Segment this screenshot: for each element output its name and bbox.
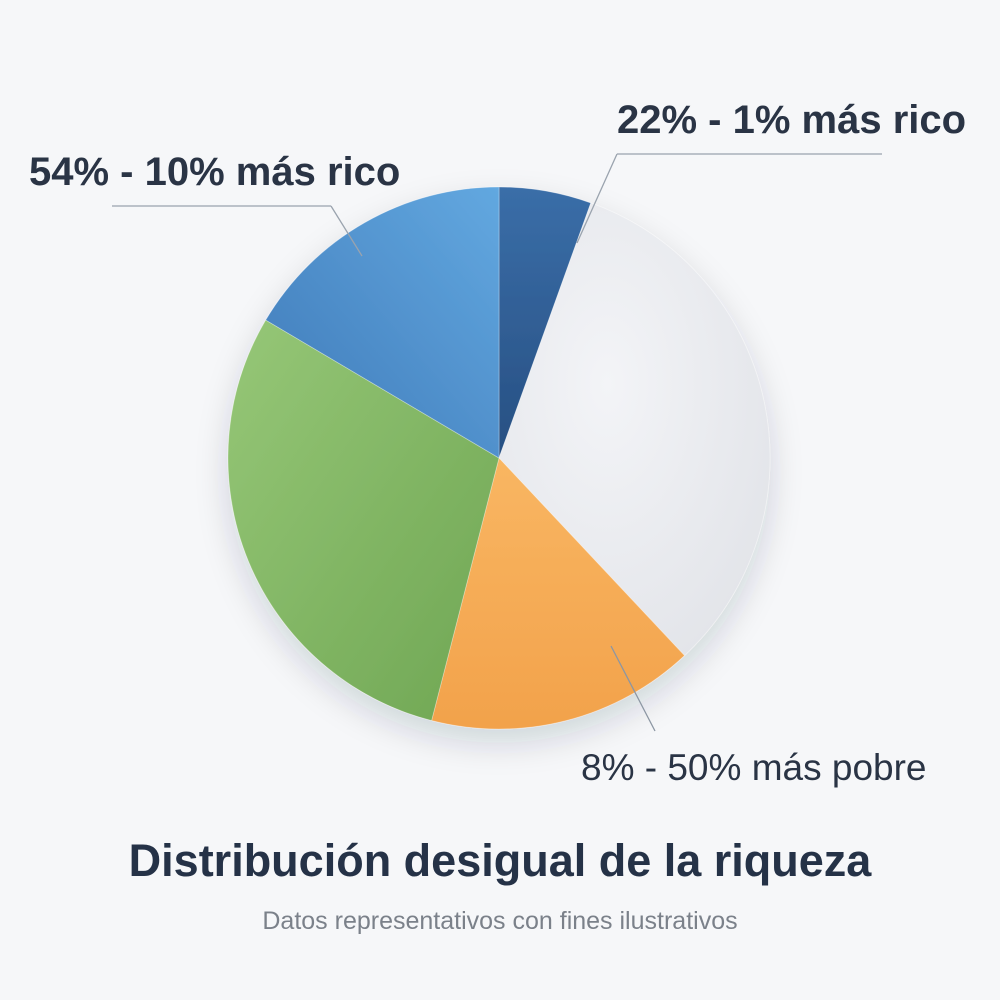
chart-title: Distribución desigual de la riqueza [128, 835, 872, 886]
slice-green [227, 319, 500, 721]
annotation-top-right: 22% - 1% más rico [617, 98, 966, 142]
slice-light-gray [498, 202, 771, 657]
leader-line-top-left-diag [330, 205, 363, 257]
pie-slices [227, 186, 771, 730]
leader-line-top-right-diag [576, 153, 618, 244]
slice-blue [265, 186, 500, 459]
slice-orange [431, 457, 686, 730]
leader-line-bottom [610, 645, 656, 732]
annotation-bottom: 8% - 50% más pobre [581, 747, 927, 788]
annotation-top-left: 54% - 10% más rico [29, 150, 400, 194]
chart-subtitle: Datos representativos con fines ilustrat… [262, 907, 738, 935]
